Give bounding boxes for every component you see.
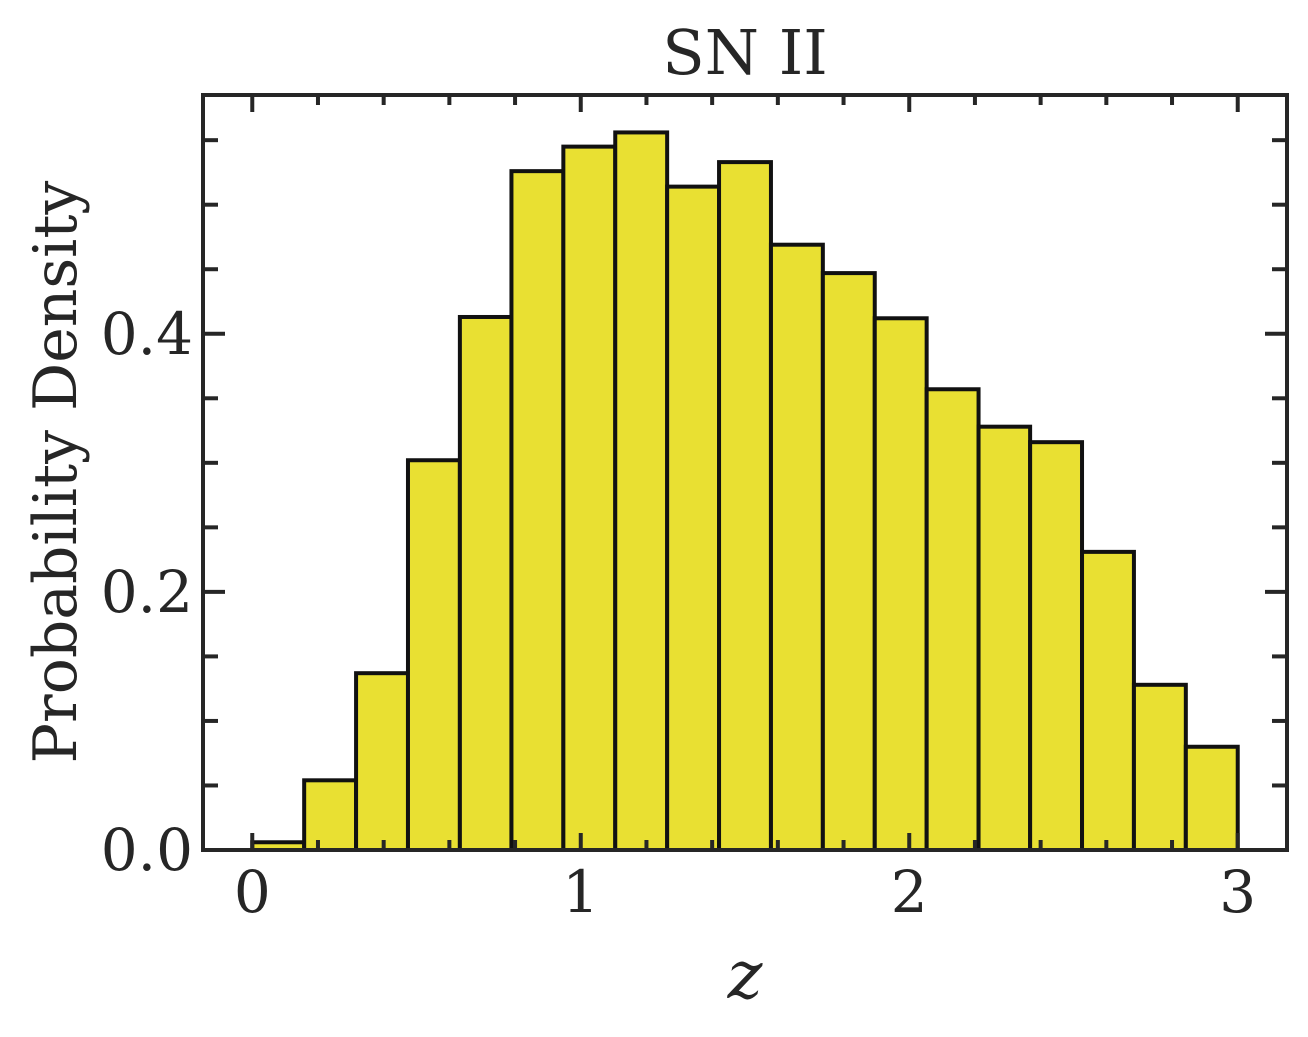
histogram-bars (250, 130, 1240, 853)
histogram-bar (1028, 440, 1085, 852)
histogram-bar (457, 314, 514, 852)
histogram-bar (717, 160, 773, 853)
histogram-bar (976, 424, 1033, 852)
histogram-bar (768, 242, 825, 852)
histogram-bar (354, 671, 410, 853)
histogram-bar (872, 316, 929, 852)
y-tick-label: 0.4 (101, 300, 193, 368)
histogram-bar (561, 144, 618, 853)
x-tick-label: 2 (891, 858, 928, 926)
histogram-bar (820, 271, 877, 853)
y-tick-label: 0.2 (101, 558, 193, 626)
y-axis-label: Probability Density (21, 181, 91, 764)
plot-frame (201, 93, 1289, 852)
chart-title: SN II (662, 16, 827, 89)
histogram-bar (1080, 549, 1136, 852)
histogram-bar (1183, 744, 1240, 852)
histogram-bar (1131, 682, 1188, 852)
histogram-bar (302, 778, 359, 852)
x-tick-label: 0 (234, 858, 271, 926)
histogram-bar (665, 184, 722, 852)
histogram-bar (405, 458, 462, 852)
histogram-bar (924, 387, 981, 852)
histogram-bar (613, 130, 670, 852)
axis-tick-labels: 0 1 2 3 0.0 0.2 0.4 (101, 300, 1256, 926)
x-axis-label: z (727, 937, 764, 1014)
x-tick-label: 3 (1219, 858, 1256, 926)
histogram-bar (509, 169, 566, 852)
x-tick-label: 1 (562, 858, 599, 926)
y-tick-label: 0.0 (101, 816, 193, 884)
